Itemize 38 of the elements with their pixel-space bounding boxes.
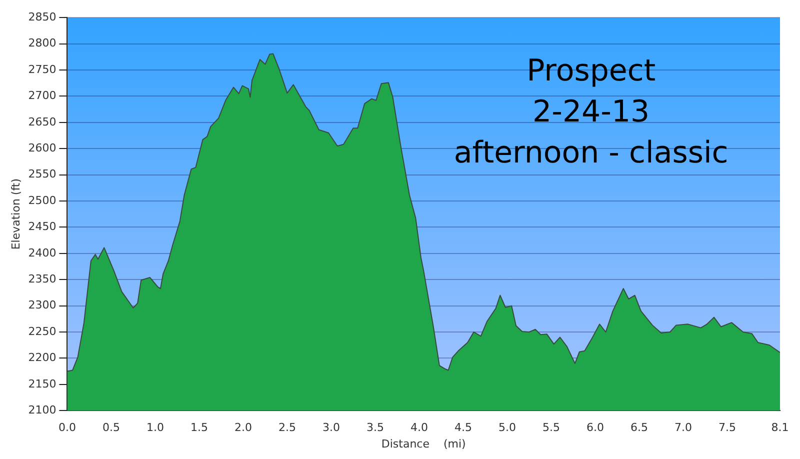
x-tick-label: 3.0	[322, 421, 340, 434]
y-tick-label: 2700	[28, 89, 56, 102]
y-tick-label: 2450	[28, 220, 56, 234]
y-tick-label: 2800	[28, 36, 56, 50]
x-tick-label: 0.0	[58, 421, 76, 434]
y-tick-label: 2650	[28, 115, 56, 128]
y-tick-label: 2600	[28, 141, 56, 154]
y-tick-label: 2200	[28, 351, 56, 364]
x-tick-label: 2.5	[278, 421, 296, 434]
x-tick-label: 7.5	[718, 421, 736, 434]
x-tick-label: 0.5	[102, 421, 120, 434]
y-tick-label: 2350	[28, 272, 56, 286]
x-tick-label: 1.0	[146, 421, 164, 434]
y-tick-label: 2750	[28, 62, 56, 76]
y-tick-label: 2850	[28, 10, 56, 24]
x-tick-label: 4.5	[454, 421, 472, 434]
y-tick-label: 2500	[28, 194, 56, 207]
x-axis-title: Distance (mi)	[381, 437, 466, 450]
annotation: 2-24-13	[532, 94, 650, 130]
x-tick-label: 2.0	[234, 421, 252, 434]
y-tick-label: 2100	[28, 403, 56, 416]
y-axis-title: Elevation (ft)	[9, 178, 22, 250]
x-tick-label: 6.5	[630, 421, 648, 434]
x-tick-label: 5.0	[498, 421, 516, 434]
annotation: Prospect	[526, 53, 656, 88]
y-tick-label: 2250	[28, 324, 56, 338]
y-tick-label: 2400	[28, 246, 56, 260]
x-tick-label: 1.5	[190, 421, 208, 434]
y-tick-label: 2150	[28, 377, 56, 390]
y-tick-label: 2300	[28, 298, 56, 312]
x-tick-label: 7.0	[674, 421, 692, 434]
x-tick-label: 3.5	[366, 421, 384, 434]
x-tick-label: 6.0	[586, 421, 604, 434]
x-tick-label: 8.1	[771, 421, 789, 434]
x-tick-label: 4.0	[410, 421, 428, 434]
y-tick-label: 2550	[28, 168, 56, 181]
annotation: afternoon - classic	[454, 135, 728, 170]
x-tick-label: 5.5	[542, 421, 560, 434]
